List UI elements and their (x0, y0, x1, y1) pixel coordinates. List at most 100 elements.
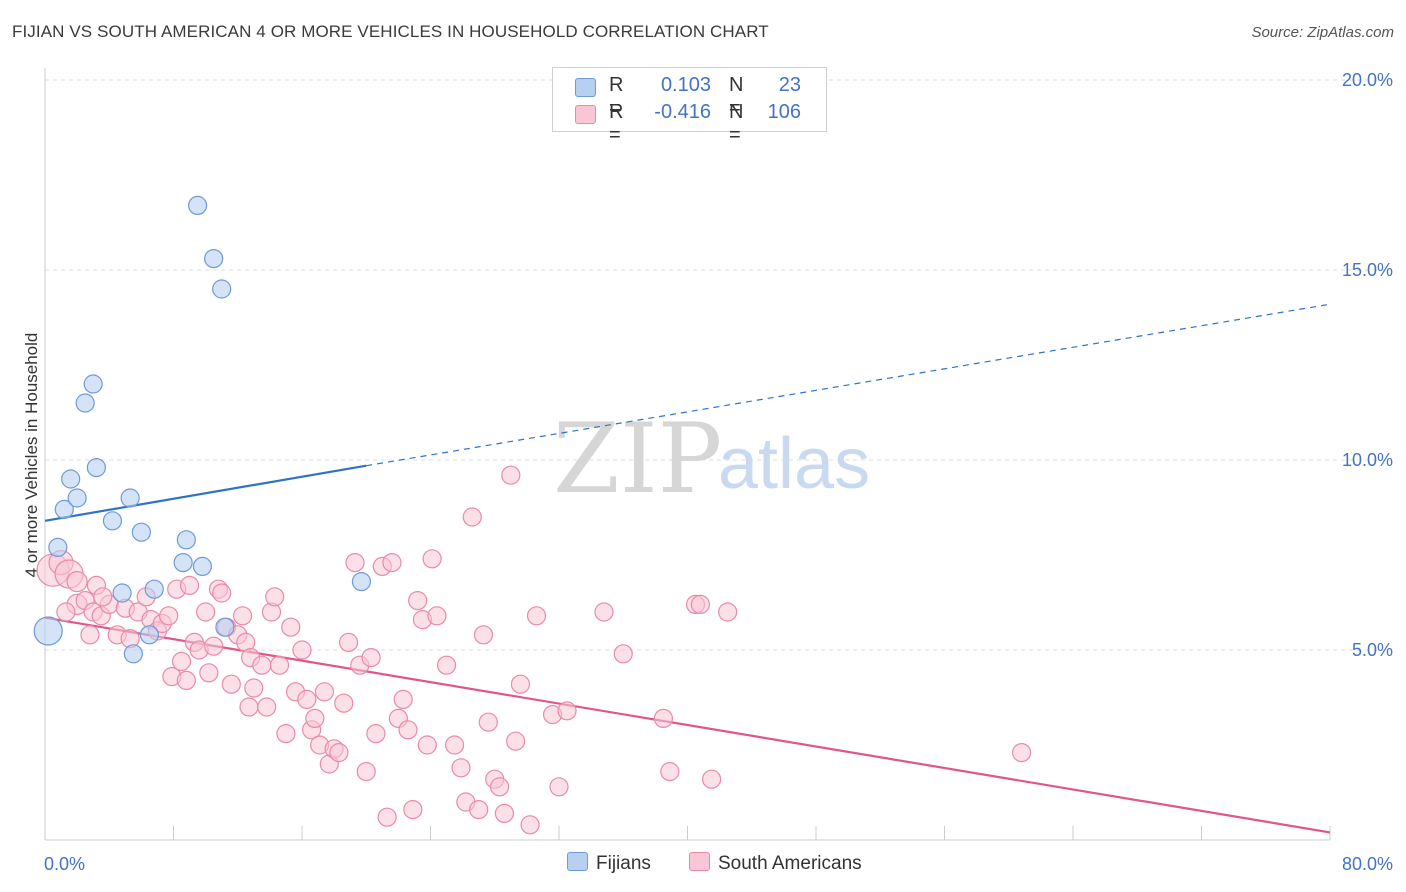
south-american-point (276, 723, 296, 744)
legend-item-fijians: Fijians (567, 852, 651, 875)
trend-lines (44, 303, 1331, 834)
south-american-point (176, 670, 196, 691)
fijian-trend-extension (366, 303, 1331, 467)
y-tick-label: 15.0% (1342, 260, 1393, 280)
south-american-point (408, 590, 428, 611)
fijian-point (192, 556, 213, 577)
correlation-legend: R = 0.103 N = 23 R = -0.416 N = 106 (552, 67, 827, 146)
fijian-point (139, 625, 160, 645)
south-american-point (690, 594, 710, 615)
n-value: 23 (778, 74, 801, 96)
south-american-point (436, 655, 457, 675)
watermark-atlas: atlas (718, 424, 870, 504)
south-american-point (204, 636, 224, 656)
n-label: N = (729, 74, 744, 119)
south-american-point (1011, 742, 1032, 763)
south-american-point (159, 606, 179, 626)
fijian-trend-line (44, 464, 367, 522)
x-tick-labels: 0.0% 80.0% (44, 854, 1393, 874)
south-american-point (212, 583, 232, 603)
south-american-point (93, 587, 113, 607)
south-american-point (382, 552, 402, 573)
fijian-point (61, 469, 81, 489)
y-tick-label: 10.0% (1342, 450, 1393, 470)
south-american-point (377, 807, 397, 827)
axes (44, 68, 1331, 841)
south-american-point (660, 761, 680, 782)
south-american-point (292, 640, 312, 660)
south-american-point (338, 632, 359, 653)
y-tick-labels: 5.0% 10.0% 15.0% 20.0% (1342, 70, 1393, 660)
south-american-point (345, 552, 365, 573)
south-american-point (252, 655, 272, 675)
south-american-point (494, 803, 514, 824)
fijian-swatch (575, 78, 596, 97)
fijian-point (123, 644, 143, 664)
fijian-point (54, 499, 74, 519)
south-american-point (366, 723, 386, 744)
south-american-point (221, 674, 241, 694)
source-credit: Source: ZipAtlas.com (1251, 24, 1394, 41)
south-american-point (305, 708, 325, 729)
south-american-point (403, 799, 423, 820)
south-american-point (179, 575, 200, 596)
fijian-swatch (567, 852, 588, 871)
south-american-point (281, 617, 301, 637)
south-american-point (701, 769, 722, 789)
fijian-point (204, 249, 224, 269)
fijian-point (48, 537, 68, 558)
south-american-points (36, 465, 1032, 835)
south-american-point (56, 602, 76, 622)
south-american-point (462, 507, 482, 527)
fijian-point (102, 511, 123, 531)
south-american-point (265, 587, 285, 607)
chart-title: FIJIAN VS SOUTH AMERICAN 4 OR MORE VEHIC… (12, 22, 769, 41)
fijian-point (215, 617, 235, 637)
south-american-point (451, 758, 471, 778)
south-american-point (196, 602, 216, 622)
south-american-point (232, 606, 253, 626)
fijian-point (212, 279, 232, 299)
fijian-point (112, 583, 132, 603)
fijian-point (75, 393, 95, 413)
fijian-point (351, 571, 372, 592)
south-american-point (427, 606, 447, 626)
south-american-point (244, 678, 264, 698)
fijian-point (173, 552, 193, 573)
south-american-point (269, 655, 290, 675)
south-american-point (718, 602, 738, 622)
south-american-point (489, 777, 510, 797)
fijian-point (131, 522, 151, 542)
legend-item-south-americans: South Americans (689, 852, 862, 875)
south-american-point (549, 777, 569, 797)
r-value: 0.103 (660, 74, 711, 96)
y-tick-label: 5.0% (1352, 640, 1393, 660)
fijian-point (176, 530, 196, 550)
south-american-point (506, 731, 526, 751)
fijian-point (83, 374, 103, 394)
watermark-zip: ZIP (553, 403, 722, 515)
south-american-point (653, 708, 674, 729)
south-american-point (398, 720, 418, 740)
legend-label-fijians: Fijians (596, 853, 651, 874)
fijian-point (187, 195, 208, 215)
south-american-point (361, 647, 381, 668)
south-american-point (314, 682, 335, 702)
south-american-point (199, 663, 219, 683)
south-american-swatch (575, 105, 596, 124)
south-american-point (613, 644, 633, 664)
south-american-point (520, 815, 540, 835)
r-label: R = (609, 101, 624, 146)
fijian-points (33, 195, 372, 664)
south-american-point (444, 735, 465, 755)
r-value: -0.416 (654, 101, 711, 123)
south-american-point (501, 465, 521, 485)
south-american-point (329, 742, 349, 763)
south-american-point (469, 799, 489, 820)
fijian-point (144, 579, 164, 599)
legend-label-south-americans: South Americans (718, 853, 862, 874)
south-american-point (526, 606, 547, 626)
south-american-point (393, 689, 413, 710)
south-american-point (356, 761, 376, 782)
